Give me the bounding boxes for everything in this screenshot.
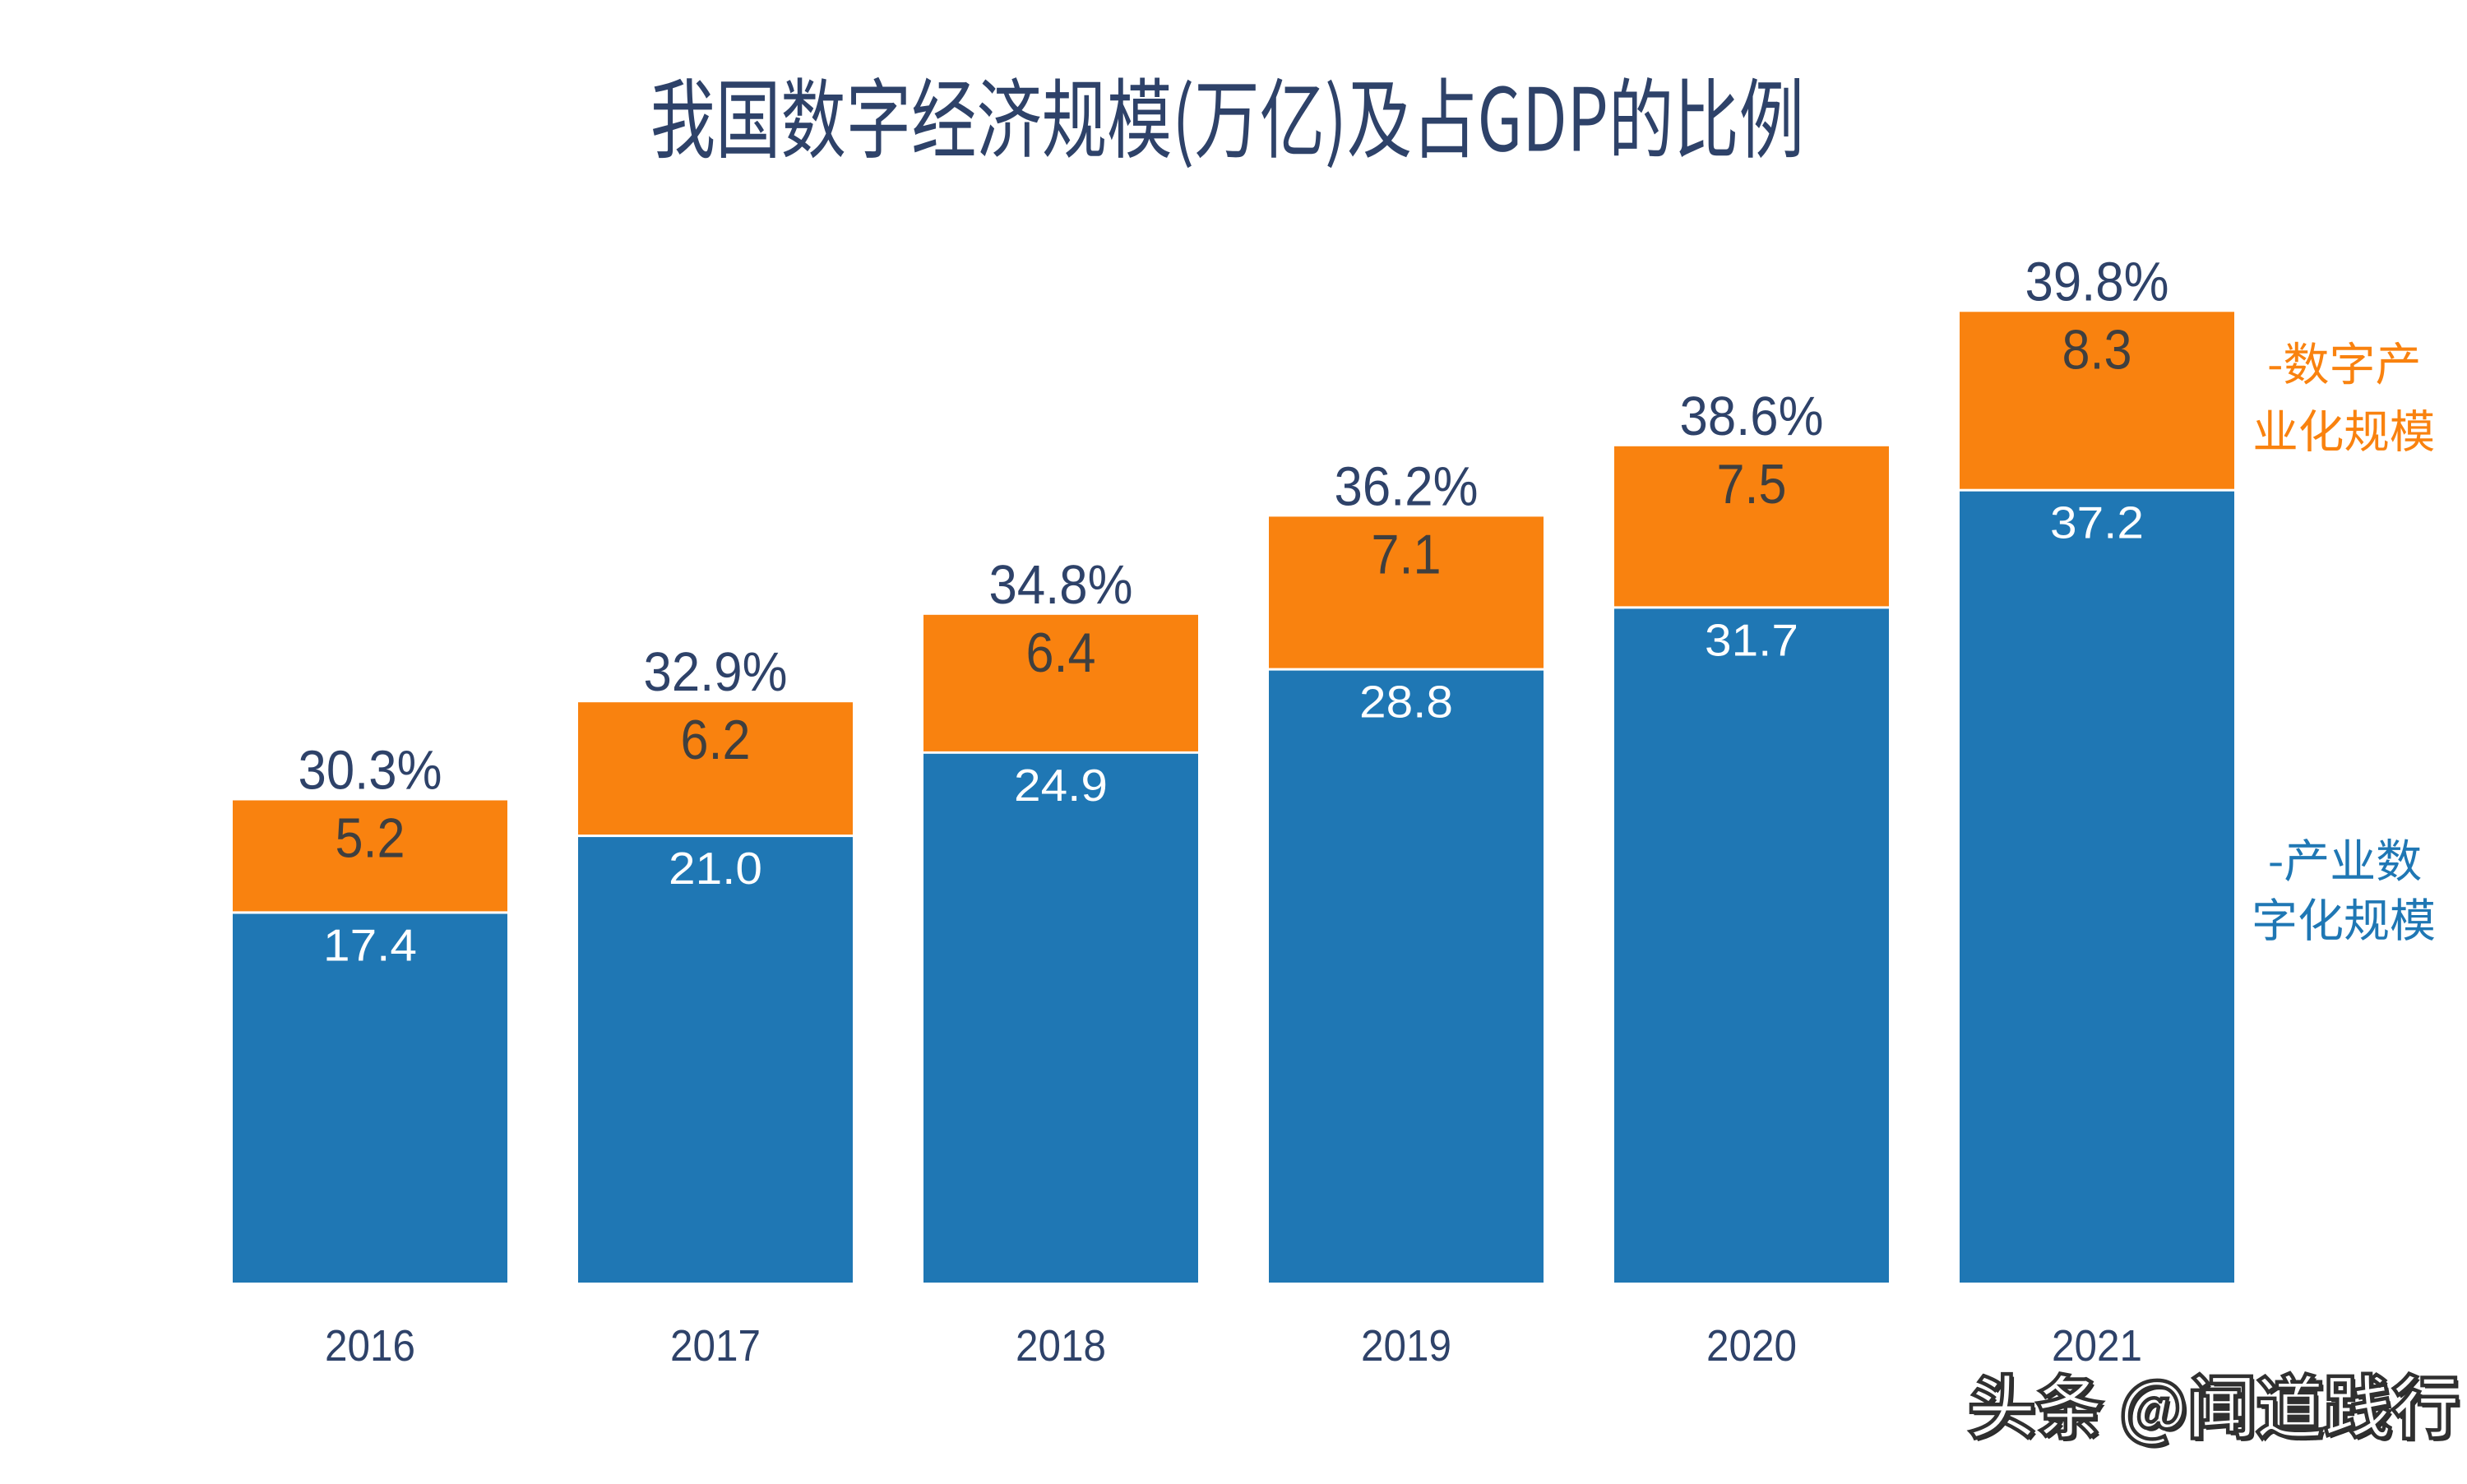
svg-text:2019: 2019 <box>1361 1321 1451 1371</box>
svg-text:7.1: 7.1 <box>1372 523 1442 585</box>
svg-text:8.3: 8.3 <box>2062 318 2132 381</box>
svg-text:24.9: 24.9 <box>1014 760 1108 811</box>
svg-text:2021: 2021 <box>2052 1321 2142 1371</box>
svg-text:36.2%: 36.2% <box>1335 455 1479 517</box>
svg-text:6.4: 6.4 <box>1026 622 1096 684</box>
svg-text:17.4: 17.4 <box>323 920 417 971</box>
svg-text:7.5: 7.5 <box>1717 453 1787 515</box>
svg-text:38.6%: 38.6% <box>1680 386 1824 447</box>
svg-text:5.2: 5.2 <box>336 807 405 870</box>
svg-text:21.0: 21.0 <box>669 843 762 894</box>
svg-text:2020: 2020 <box>1706 1321 1797 1371</box>
svg-text:2016: 2016 <box>325 1321 415 1371</box>
svg-text:30.3%: 30.3% <box>299 740 442 802</box>
svg-text:2018: 2018 <box>1016 1321 1106 1371</box>
svg-text:32.9%: 32.9% <box>644 641 788 703</box>
svg-text:39.8%: 39.8% <box>2025 251 2169 312</box>
svg-text:31.7: 31.7 <box>1705 614 1798 665</box>
svg-text:2017: 2017 <box>670 1321 761 1371</box>
svg-text:37.2: 37.2 <box>2050 497 2144 548</box>
svg-text:6.2: 6.2 <box>681 709 751 771</box>
svg-text:28.8: 28.8 <box>1359 677 1453 728</box>
svg-text:34.8%: 34.8% <box>989 554 1133 616</box>
